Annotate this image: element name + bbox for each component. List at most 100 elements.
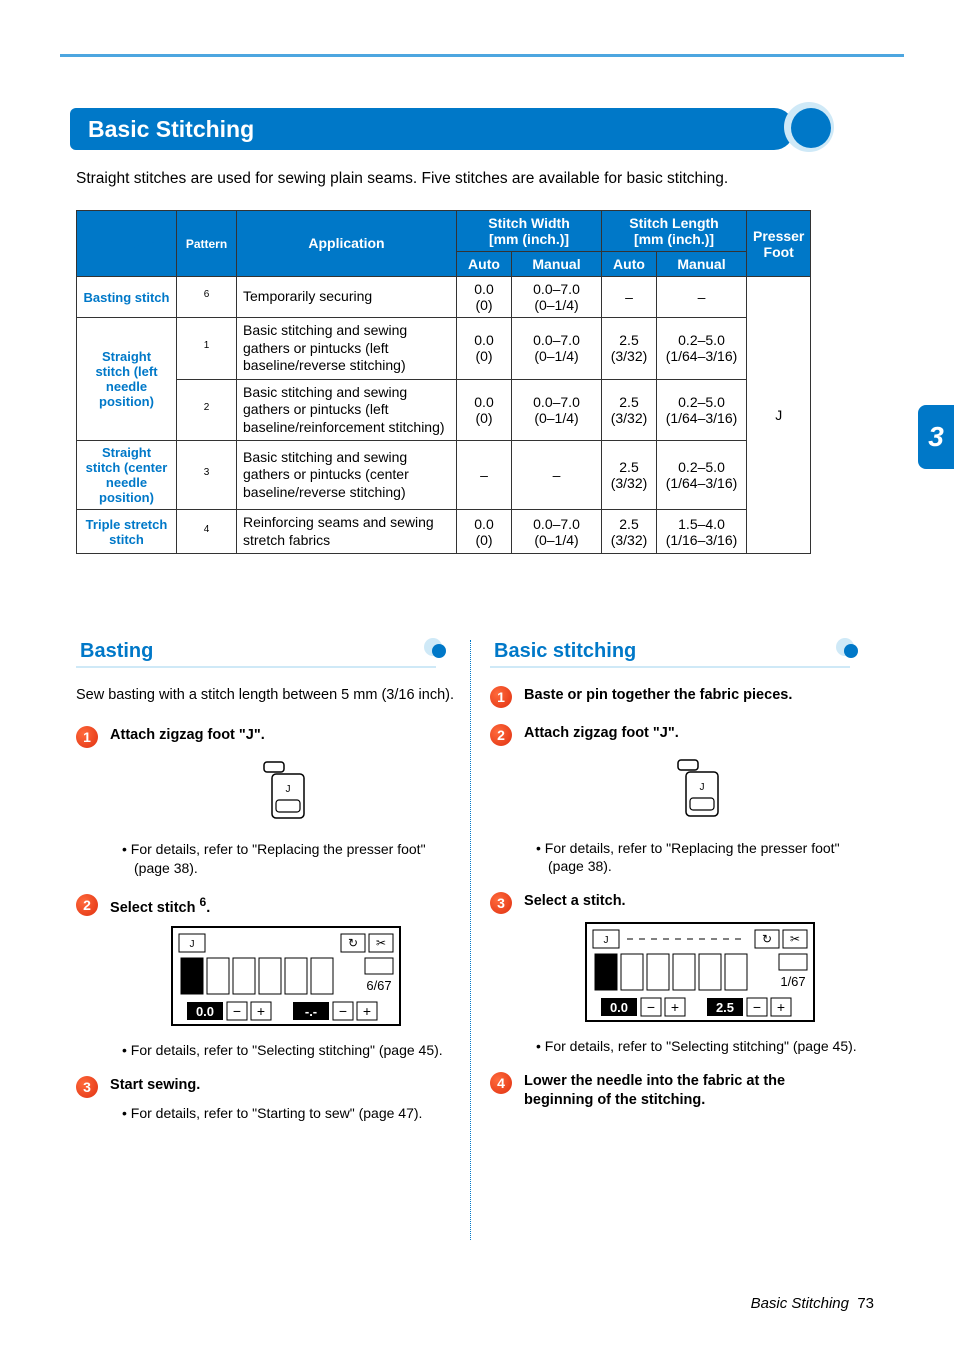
step-note: • For details, refer to "Selecting stitc… (122, 1041, 456, 1060)
svg-text:J: J (286, 784, 291, 795)
cell-la: 2.5 (3/32) (602, 510, 657, 554)
step-text: Attach zigzag foot "J". (524, 724, 854, 744)
svg-text:✂: ✂ (790, 932, 800, 946)
th-foot: Presser Foot (747, 211, 811, 277)
cell-la: 2.5 (3/32) (602, 379, 657, 441)
cell-wm: 0.0–7.0 (0–1/4) (512, 277, 602, 318)
cell-wa: 0.0 (0) (457, 318, 512, 380)
page-footer: Basic Stitching 73 (751, 1295, 874, 1312)
note-text: For details, refer to "Replacing the pre… (545, 840, 840, 875)
th-pattern: Pattern (177, 211, 237, 277)
svg-text:2.5: 2.5 (716, 1000, 734, 1015)
svg-text:+: + (671, 999, 679, 1015)
cell-pattern: 4 (177, 510, 237, 554)
lcd-stitch-1-illustration: J ↻ ✂ 1/67 0.0 − + 2.5 − + (530, 922, 870, 1029)
step-number-icon: 3 (76, 1076, 98, 1098)
table-row: Straight stitch (left needle position) 1… (77, 318, 811, 380)
step-text-post: . (206, 900, 210, 916)
svg-text:↻: ↻ (762, 932, 772, 946)
step-number-icon: 2 (490, 724, 512, 746)
note-text: For details, refer to "Replacing the pre… (131, 841, 426, 876)
svg-text:✂: ✂ (376, 936, 386, 950)
cell-pattern: 6 (177, 277, 237, 318)
svg-text:J: J (190, 939, 195, 950)
table-row: Basting stitch 6 Temporarily securing 0.… (77, 277, 811, 318)
step: 3 Select a stitch. J ↻ ✂ 1/67 0.0 (490, 892, 870, 1055)
step-note: • For details, refer to "Replacing the p… (122, 840, 456, 878)
svg-text:+: + (257, 1003, 265, 1019)
th-length-auto: Auto (602, 252, 657, 277)
cell-name: Triple stretch stitch (77, 510, 177, 554)
cell-pattern: 2 (177, 379, 237, 441)
cell-lm: 0.2–5.0 (1/64–3/16) (657, 441, 747, 510)
cell-wa: – (457, 441, 512, 510)
cell-app: Reinforcing seams and sewing stretch fab… (237, 510, 457, 554)
svg-text:J: J (700, 782, 705, 793)
th-width-manual: Manual (512, 252, 602, 277)
step-number-icon: 2 (76, 894, 98, 916)
cell-la: – (602, 277, 657, 318)
step-text: Select stitch 6. (110, 894, 440, 918)
top-rule (60, 54, 904, 57)
pattern-num: 2 (204, 402, 210, 413)
th-width: Stitch Width [mm (inch.)] (457, 211, 602, 252)
svg-text:−: − (339, 1003, 347, 1019)
step-text: Start sewing. (110, 1076, 440, 1096)
cell-name: Basting stitch (77, 277, 177, 318)
cell-lm: 0.2–5.0 (1/64–3/16) (657, 318, 747, 380)
title-tab-decoration (774, 94, 834, 164)
cell-app: Basic stitching and sewing gathers or pi… (237, 318, 457, 380)
cell-lm: 0.2–5.0 (1/64–3/16) (657, 379, 747, 441)
basting-column: Sew basting with a stitch length between… (76, 686, 456, 1139)
cell-la: 2.5 (3/32) (602, 441, 657, 510)
foot-j-illustration: J (530, 754, 870, 831)
th-length: Stitch Length [mm (inch.)] (602, 211, 747, 252)
footer-title: Basic Stitching (751, 1295, 849, 1312)
cell-wm: 0.0–7.0 (0–1/4) (512, 379, 602, 441)
cell-wa: 0.0 (0) (457, 277, 512, 318)
step-text: Baste or pin together the fabric pieces. (524, 686, 854, 706)
step: 2 Attach zigzag foot "J". J • For detail… (490, 724, 870, 876)
note-text: For details, refer to "Starting to sew" … (131, 1105, 423, 1121)
step: 4 Lower the needle into the fabric at th… (490, 1072, 870, 1111)
cell-wm: 0.0–7.0 (0–1/4) (512, 318, 602, 380)
pattern-num: 1 (204, 340, 210, 351)
cell-wm: – (512, 441, 602, 510)
svg-text:6/67: 6/67 (366, 978, 391, 993)
step: 1 Baste or pin together the fabric piece… (490, 686, 870, 708)
svg-text:0.0: 0.0 (196, 1004, 214, 1019)
section-basic-stitching-title: Basic stitching (490, 638, 850, 668)
step-note: • For details, refer to "Selecting stitc… (536, 1037, 870, 1056)
step-text: Select a stitch. (524, 892, 854, 912)
svg-text:J: J (604, 935, 609, 946)
chapter-tab: 3 (918, 405, 954, 469)
step-note: • For details, refer to "Starting to sew… (122, 1104, 456, 1123)
svg-text:0.0: 0.0 (610, 1000, 628, 1015)
column-divider (470, 640, 471, 1240)
step-number-icon: 1 (76, 726, 98, 748)
basting-intro: Sew basting with a stitch length between… (76, 686, 456, 706)
section-basting-title: Basting (76, 638, 436, 668)
svg-text:+: + (777, 999, 785, 1015)
svg-text:−: − (753, 999, 761, 1015)
svg-text:+: + (363, 1003, 371, 1019)
footer-page-number: 73 (857, 1295, 874, 1312)
step-text: Attach zigzag foot "J". (110, 726, 440, 746)
cell-name: Straight stitch (center needle position) (77, 441, 177, 510)
pattern-num: 6 (204, 289, 210, 300)
th-width-auto: Auto (457, 252, 512, 277)
step-number-icon: 3 (490, 892, 512, 914)
note-text: For details, refer to "Selecting stitchi… (131, 1042, 443, 1058)
cell-foot: J (747, 277, 811, 554)
cell-wa: 0.0 (0) (457, 510, 512, 554)
pattern-num: 3 (204, 467, 210, 478)
cell-pattern: 3 (177, 441, 237, 510)
step-number-icon: 1 (490, 686, 512, 708)
cell-name: Straight stitch (left needle position) (77, 318, 177, 441)
table-row: Triple stretch stitch 4 Reinforcing seam… (77, 510, 811, 554)
step: 2 Select stitch 6. J ↻ ✂ 6/67 (76, 894, 456, 1060)
section-deco-icon (832, 634, 862, 664)
th-length-manual: Manual (657, 252, 747, 277)
step-text-pre: Select stitch (110, 900, 199, 916)
section-deco-icon (420, 634, 450, 664)
